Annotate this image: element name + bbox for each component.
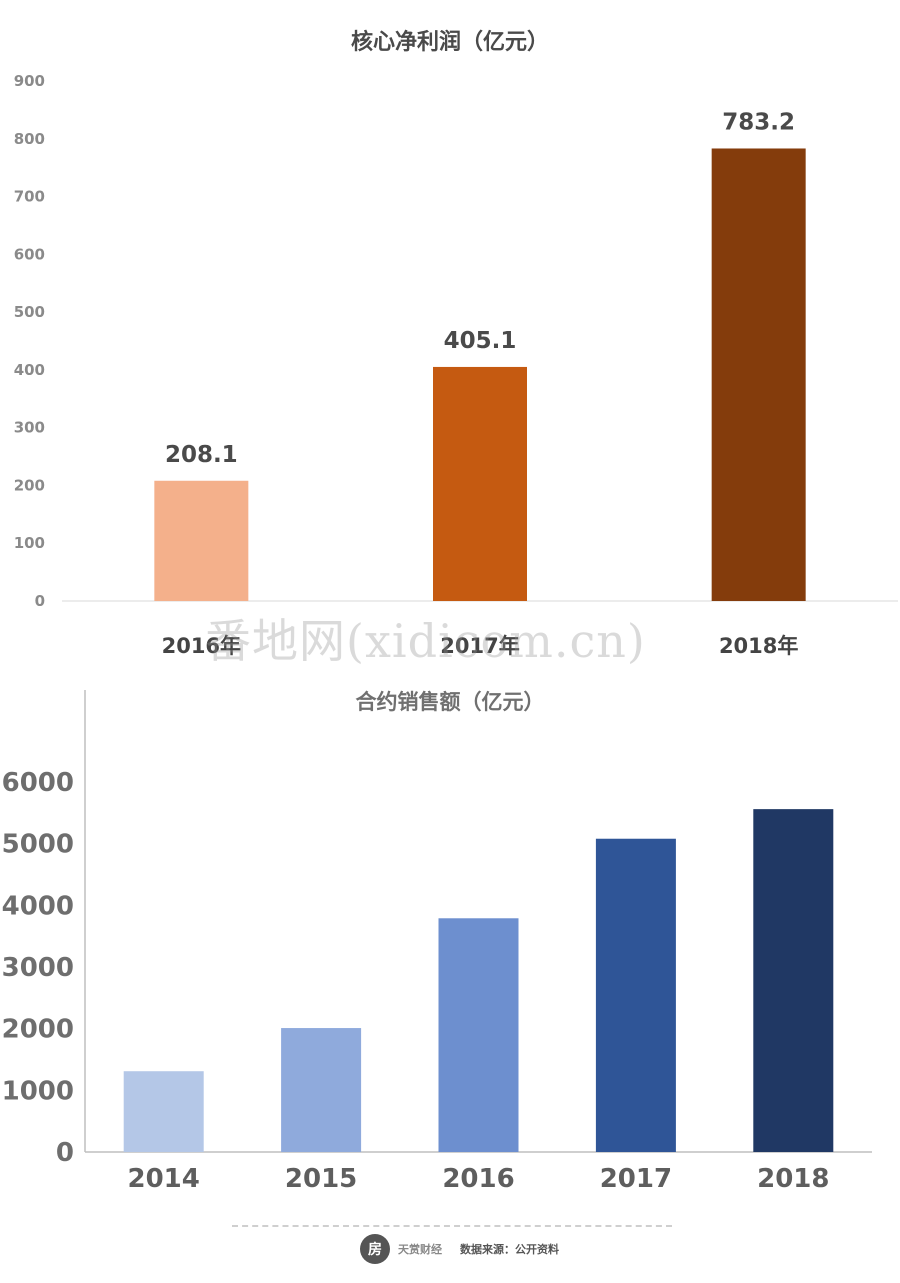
brand-name: 天赏财经 xyxy=(398,1243,442,1256)
y-tick-label: 0 xyxy=(56,1138,74,1168)
y-tick-label: 1000 xyxy=(2,1076,74,1106)
bar xyxy=(595,838,676,1152)
brand-logo-icon: 房 xyxy=(360,1234,390,1264)
y-tick-label: 700 xyxy=(14,188,45,206)
net-profit-chart: 0 100 200 300 400 500 600 700 800 900 208.1 2016年 40… xyxy=(14,72,898,658)
bar xyxy=(154,480,249,601)
y-tick-label: 4000 xyxy=(2,891,74,921)
y-tick-label: 200 xyxy=(14,476,45,494)
bar xyxy=(281,1028,362,1152)
x-tick-label: 2015 xyxy=(285,1164,357,1194)
x-tick-label: 2018年 xyxy=(719,634,798,658)
y-tick-label: 600 xyxy=(14,245,45,263)
y-tick-label: 0 xyxy=(35,592,45,610)
x-tick-label: 2016年 xyxy=(162,634,241,658)
watermark: 番地网(xidicom.cn) xyxy=(205,614,646,668)
footer: 房 天赏财经 数据来源：公开资料 xyxy=(360,1232,559,1266)
y-tick-label: 2000 xyxy=(2,1015,74,1045)
data-source: 数据来源：公开资料 xyxy=(460,1243,559,1256)
data-label: 405.1 xyxy=(444,328,517,354)
y-tick-label: 3000 xyxy=(2,953,74,983)
x-tick-label: 2014 xyxy=(128,1164,200,1194)
y-tick-label: 800 xyxy=(14,130,45,148)
y-tick-label: 500 xyxy=(14,303,45,321)
y-tick-label: 300 xyxy=(14,419,45,437)
y-tick-label: 6000 xyxy=(2,768,74,798)
y-tick-label: 100 xyxy=(14,534,45,552)
bar xyxy=(438,918,519,1152)
data-label: 208.1 xyxy=(165,442,238,468)
bar xyxy=(753,809,834,1152)
footer-divider xyxy=(232,1225,672,1227)
x-tick-label: 2018 xyxy=(757,1164,829,1194)
bar xyxy=(433,366,527,601)
x-tick-label: 2017 xyxy=(600,1164,672,1194)
x-tick-label: 2017年 xyxy=(440,634,519,658)
y-tick-label: 5000 xyxy=(2,830,74,860)
chart2-title: 合约销售额（亿元） xyxy=(355,690,545,714)
bar xyxy=(711,148,806,602)
data-label: 783.2 xyxy=(722,109,795,135)
y-tick-label: 900 xyxy=(14,72,45,90)
chart1-title: 核心净利润（亿元） xyxy=(350,30,549,55)
x-tick-label: 2016 xyxy=(442,1164,514,1194)
bar xyxy=(123,1071,204,1152)
y-tick-label: 400 xyxy=(14,361,45,379)
